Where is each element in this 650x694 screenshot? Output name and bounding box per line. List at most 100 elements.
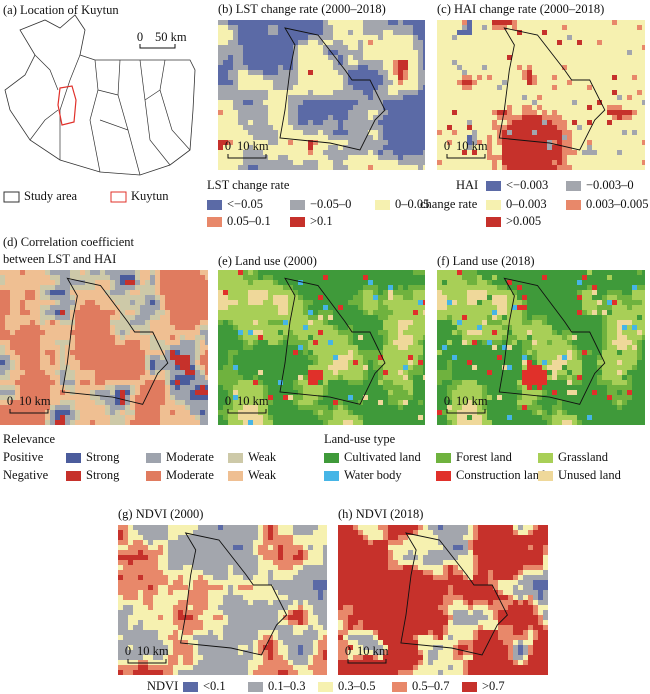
panel-title: (g) NDVI (2000): [118, 507, 203, 521]
panel-title: (d) Correlation coefficient: [3, 235, 134, 249]
study-boundary: [180, 532, 288, 656]
scale-label: 10 km: [237, 139, 269, 153]
legend-label: Moderate: [166, 450, 214, 464]
legend-label: −0.003–0: [586, 178, 634, 192]
legend-title: NDVI: [147, 679, 178, 693]
panel-title: (c) HAI change rate (2000–2018): [437, 2, 604, 16]
scale-label: 0: [7, 394, 13, 408]
county-boundary: [89, 59, 101, 173]
legend-swatch: [538, 471, 553, 481]
legend-label: 0.3–0.5: [338, 679, 376, 693]
legend-swatch: [183, 682, 198, 692]
scale-bar: [9, 409, 49, 414]
legend-swatch: [324, 453, 339, 463]
raster-class: [233, 280, 423, 425]
legend-label: Kuytun: [131, 189, 169, 203]
panel-title: (b) LST change rate (2000–2018): [218, 2, 386, 16]
legend-label: Water body: [344, 468, 402, 482]
legend-title: HAI: [456, 178, 478, 192]
legend-label: Negative: [3, 468, 49, 482]
county-boundary: [117, 59, 141, 176]
legend-label: Forest land: [456, 450, 513, 464]
legend-swatch: [486, 200, 501, 210]
study-boundary: [61, 277, 169, 405]
legend-swatch: [66, 453, 81, 463]
legend-swatch: [290, 217, 305, 227]
legend-swatch: [207, 200, 222, 210]
legend-label: 0.5–0.7: [412, 679, 450, 693]
scale-label: 0: [225, 139, 231, 153]
raster-class: [218, 270, 425, 425]
legend-swatch: [392, 682, 407, 692]
county-boundary: [59, 54, 81, 160]
legend-swatch: [566, 181, 581, 191]
legend-label: Strong: [86, 468, 120, 482]
raster-class: [118, 525, 327, 675]
legend-label: Weak: [248, 450, 277, 464]
raster-class: [218, 20, 425, 170]
study-boundary: [400, 532, 508, 656]
raster-class: [218, 20, 425, 170]
raster-class: [218, 270, 425, 425]
scale-bar: [446, 154, 486, 159]
raster-class: [0, 270, 208, 425]
legend-swatch: [228, 471, 243, 481]
legend-swatch: [248, 682, 263, 692]
legend-label: Positive: [3, 450, 44, 464]
legend-swatch: [207, 217, 222, 227]
raster-class: [218, 290, 425, 425]
study-boundary: [498, 27, 606, 151]
legend-label: >0.7: [482, 679, 505, 693]
raster-class: [437, 290, 642, 425]
raster-class: [0, 270, 208, 425]
legend-swatch: [566, 200, 581, 210]
legend-swatch: [375, 200, 390, 210]
scale-label: 0: [444, 394, 450, 408]
raster-class: [437, 270, 632, 415]
legend-label: Grassland: [558, 450, 609, 464]
legend-swatch: [538, 453, 553, 463]
legend-swatch: [290, 200, 305, 210]
legend-swatch: [436, 471, 451, 481]
county-boundary: [159, 59, 191, 151]
study-boundary: [279, 277, 386, 405]
scale-label: 0: [444, 139, 450, 153]
study-boundary: [498, 277, 606, 405]
legend-label: <0.1: [203, 679, 226, 693]
legend-label: 0.003–0.005: [586, 197, 649, 211]
legend-label: <−0.003: [506, 178, 548, 192]
county-boundary: [29, 109, 59, 141]
scale-label: 0: [345, 644, 351, 658]
panel-title: (f) Land use (2018): [437, 254, 535, 268]
scale-bar: [227, 154, 267, 159]
legend-swatch: [110, 191, 127, 203]
county-boundary: [97, 89, 119, 96]
legend-swatch: [3, 191, 20, 203]
legend-label: Strong: [86, 450, 120, 464]
kuytun: [57, 85, 77, 126]
legend-title: Relevance: [3, 432, 56, 446]
legend-swatch: [146, 471, 161, 481]
scale-bar: [347, 659, 387, 664]
raster-class: [348, 525, 548, 675]
scale-bar: [227, 409, 267, 414]
panel-title: (e) Land use (2000): [218, 254, 317, 268]
county-boundary: [34, 54, 59, 91]
legend-label: 0.05–0.1: [227, 214, 271, 228]
panel-title: between LST and HAI: [3, 252, 116, 266]
scale-label: 0: [225, 394, 231, 408]
county-boundary: [139, 59, 171, 166]
legend-label: >0.005: [506, 214, 541, 228]
scale-label: 10 km: [137, 644, 169, 658]
legend-label: Cultivated land: [344, 450, 421, 464]
scale-label: 10 km: [237, 394, 269, 408]
legend-label: Unused land: [558, 468, 622, 482]
scale-label: 10 km: [357, 644, 389, 658]
raster-class: [0, 270, 208, 425]
raster-class: [118, 525, 327, 675]
legend-swatch: [324, 471, 339, 481]
legend-label: Weak: [248, 468, 277, 482]
legend-swatch: [318, 682, 333, 692]
legend-swatch: [436, 453, 451, 463]
